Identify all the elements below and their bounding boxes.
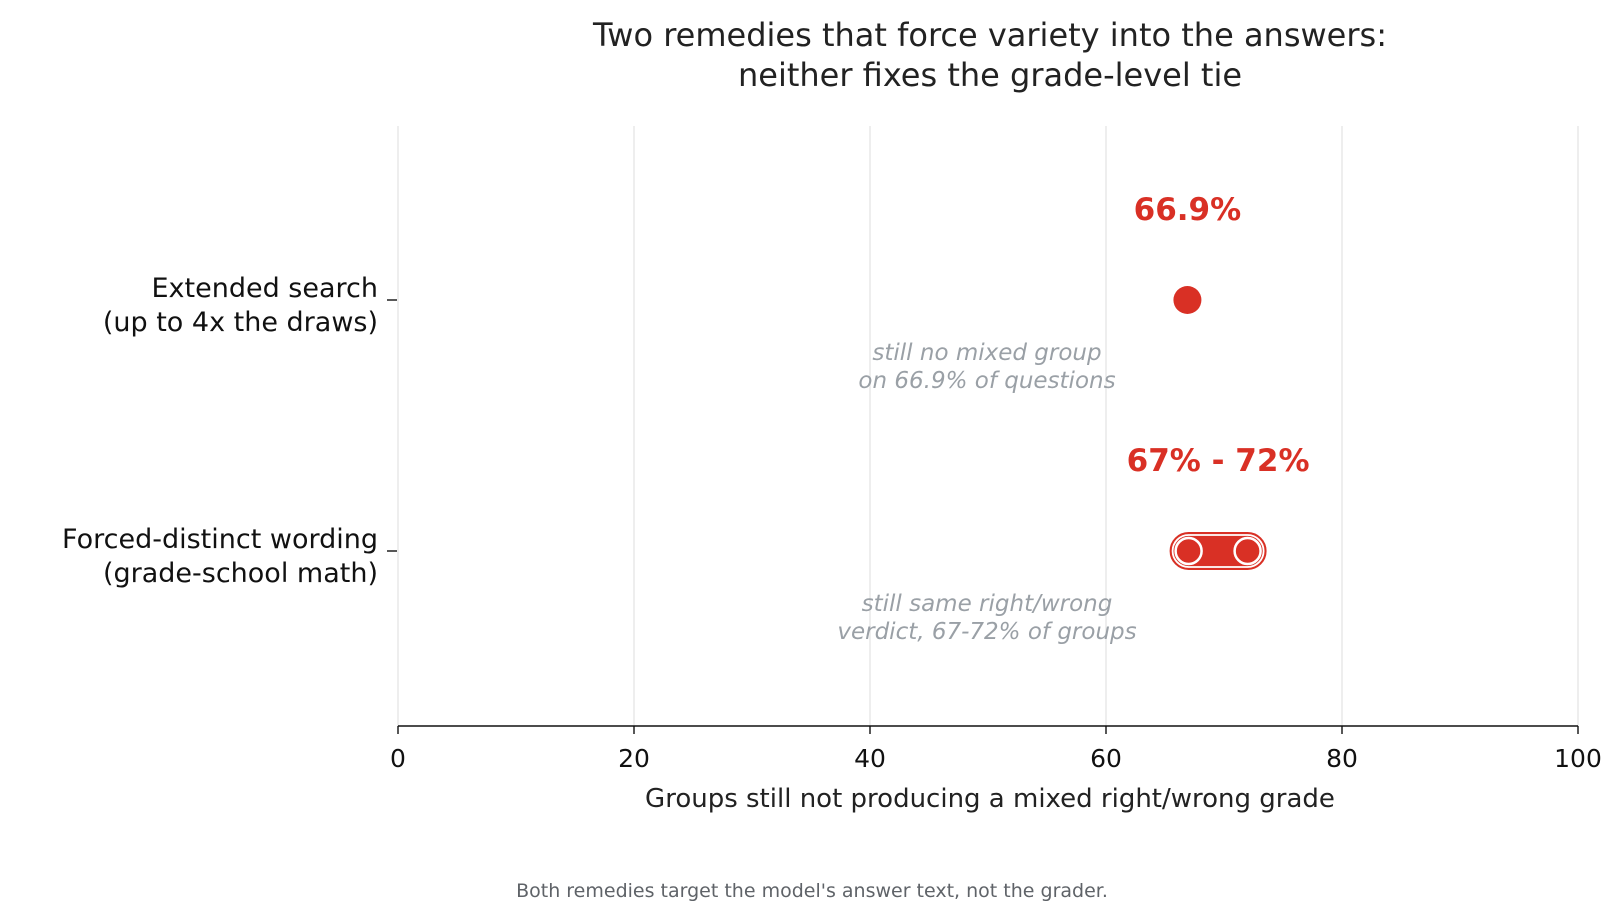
annotation-line-1: still same right/wrong [862,591,1113,617]
row-2: Forced-distinct wording(grade-school mat… [62,443,1310,645]
chart-title-line-1: Two remedies that force variety into the… [592,16,1387,54]
category-label-line-2: (up to 4x the draws) [103,307,378,338]
x-tick-label: 60 [1090,744,1122,773]
x-tick-label: 20 [618,744,650,773]
data-label: 66.9% [1134,192,1242,228]
grid [397,126,1579,726]
x-tick-label: 80 [1326,744,1358,773]
footnote: Both remedies target the model's answer … [516,880,1108,902]
chart-title-line-2: neither fixes the grade-level tie [738,56,1242,94]
chart-rows: Extended search(up to 4x the draws) 66.9%… [62,192,1310,645]
range-capsule-outline [1171,534,1265,568]
category-label-line-2: (grade-school math) [103,558,378,589]
x-tick-label: 0 [390,744,406,773]
annotation-line-2: on 66.9% of questions [858,368,1115,394]
row-1: Extended search(up to 4x the draws) 66.9%… [103,192,1241,394]
annotation-line-1: still no mixed group [872,340,1101,366]
x-tick-label: 40 [854,744,886,773]
data-point [1173,286,1202,314]
x-axis-title: Groups still not producing a mixed right… [645,784,1335,814]
annotation-line-2: verdict, 67-72% of groups [837,619,1136,645]
chart-title: Two remedies that force variety into the… [592,16,1387,94]
range-low-point [1174,536,1203,566]
range-high-point [1233,536,1262,566]
category-label-line-1: Extended search [151,273,378,304]
category-label-line-1: Forced-distinct wording [62,524,378,555]
data-label: 67% - 72% [1127,443,1310,479]
x-axis: 0 20 40 60 80 100 [390,725,1602,773]
x-tick-label: 100 [1554,744,1602,773]
